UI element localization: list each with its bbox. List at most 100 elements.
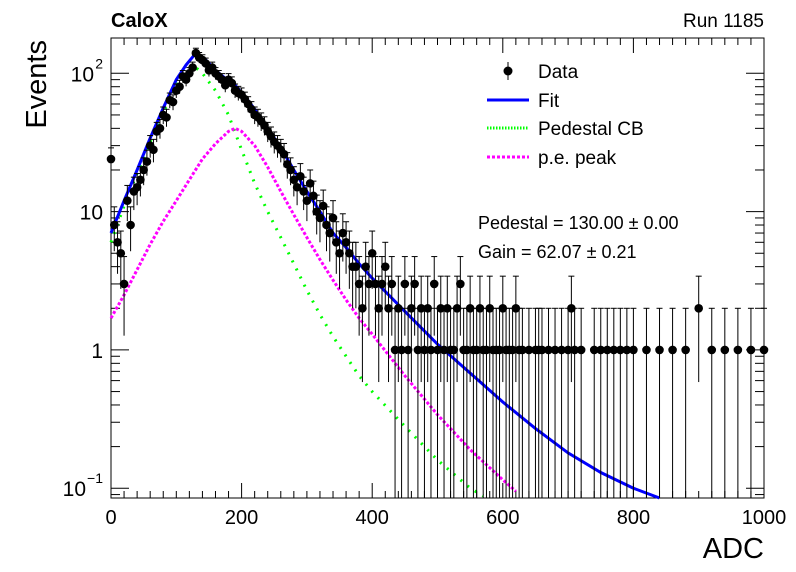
data-point xyxy=(142,157,152,166)
data-point xyxy=(622,345,632,355)
data-point xyxy=(570,345,579,355)
data-point xyxy=(436,303,446,313)
data-point xyxy=(668,345,677,355)
y-tick-mantissa: 10 xyxy=(63,478,86,501)
data-point xyxy=(681,345,690,355)
x-tick-label: 0 xyxy=(105,507,116,529)
x-tick-label: 200 xyxy=(225,507,258,529)
legend-label-data: Data xyxy=(538,62,579,83)
legend-label-fit: Fit xyxy=(538,91,560,112)
data-point xyxy=(482,345,491,355)
data-point xyxy=(106,154,116,164)
data-point xyxy=(472,345,481,355)
data-point xyxy=(550,345,560,355)
data-point xyxy=(475,303,485,313)
legend-entry-fit: Fit xyxy=(487,91,560,112)
data-point xyxy=(642,345,651,355)
data-point xyxy=(394,303,403,313)
data-points xyxy=(106,48,769,355)
data-point xyxy=(733,345,743,355)
data-point xyxy=(498,303,508,313)
data-point xyxy=(413,345,423,355)
data-point xyxy=(589,345,599,355)
data-point xyxy=(345,248,354,258)
y-tick-mantissa: 10 xyxy=(80,202,103,225)
data-point xyxy=(351,262,361,271)
legend-label-pedestal: Pedestal CB xyxy=(538,119,644,140)
data-point xyxy=(302,196,312,205)
data-point xyxy=(318,201,328,211)
x-tick-label: 400 xyxy=(356,507,389,529)
data-point xyxy=(377,279,387,289)
data-point xyxy=(364,279,374,289)
data-point xyxy=(423,303,433,313)
data-point xyxy=(312,207,321,216)
data-point xyxy=(315,213,325,223)
data-point xyxy=(338,228,348,238)
data-point xyxy=(109,220,119,230)
x-axis-tick-labels: 0 200 400 600 800 1000 xyxy=(105,507,786,529)
data-point xyxy=(403,345,413,355)
data-point xyxy=(384,303,393,313)
data-point xyxy=(126,220,135,230)
data-point xyxy=(452,303,462,313)
x-tick-label: 600 xyxy=(486,507,519,529)
data-point xyxy=(289,175,299,185)
data-point xyxy=(567,303,576,313)
y-tick-exponent: −1 xyxy=(87,470,103,486)
data-point xyxy=(557,345,566,355)
data-point xyxy=(416,303,426,313)
data-point xyxy=(420,345,429,355)
data-point xyxy=(155,124,165,133)
data-point xyxy=(410,279,419,289)
data-point xyxy=(576,345,586,355)
legend-entry-pe: p.e. peak xyxy=(487,148,617,169)
data-point xyxy=(400,279,410,289)
data-point xyxy=(524,345,534,355)
y-axis-label: Events xyxy=(21,40,53,129)
data-point xyxy=(341,238,351,247)
y-tick-mantissa: 1 xyxy=(91,340,103,363)
corner-right-label: Run 1185 xyxy=(683,11,764,32)
data-point xyxy=(328,213,338,223)
data-point xyxy=(188,63,197,72)
data-point xyxy=(139,165,148,175)
data-point xyxy=(544,345,553,355)
data-point xyxy=(390,345,400,355)
x-axis-label: ADC xyxy=(703,533,764,565)
data-point xyxy=(746,345,756,355)
data-point xyxy=(299,187,308,196)
data-point xyxy=(335,248,344,258)
y-tick-label: 10 xyxy=(80,202,103,225)
legend-label-pe: p.e. peak xyxy=(538,148,617,169)
data-point xyxy=(358,303,367,313)
fit-text-pedestal: Pedestal = 130.00 ± 0.00 xyxy=(478,213,679,233)
data-point xyxy=(426,345,436,355)
data-point xyxy=(397,345,406,355)
data-point xyxy=(119,279,129,289)
data-point xyxy=(286,165,295,175)
data-point xyxy=(354,279,364,289)
data-point xyxy=(361,262,370,271)
data-point xyxy=(380,262,390,271)
data-point xyxy=(279,149,289,159)
data-point xyxy=(609,345,619,355)
data-point xyxy=(707,345,717,355)
y-tick-label: 1 xyxy=(91,340,103,363)
pedestal-cb-curve xyxy=(109,65,484,498)
y-tick-label: 210 xyxy=(71,55,104,86)
data-point xyxy=(292,182,302,192)
legend-data-marker xyxy=(503,66,513,76)
data-point xyxy=(374,303,384,313)
y-tick-mantissa: 10 xyxy=(71,63,94,86)
data-point xyxy=(563,345,573,355)
data-point xyxy=(518,345,527,355)
legend: Data Fit Pedestal CB p.e. peak xyxy=(487,62,644,169)
data-point xyxy=(759,345,769,355)
data-point xyxy=(227,78,237,88)
data-point xyxy=(655,345,664,355)
data-point xyxy=(442,303,452,313)
legend-entry-data: Data xyxy=(503,62,579,83)
data-point xyxy=(485,303,495,313)
